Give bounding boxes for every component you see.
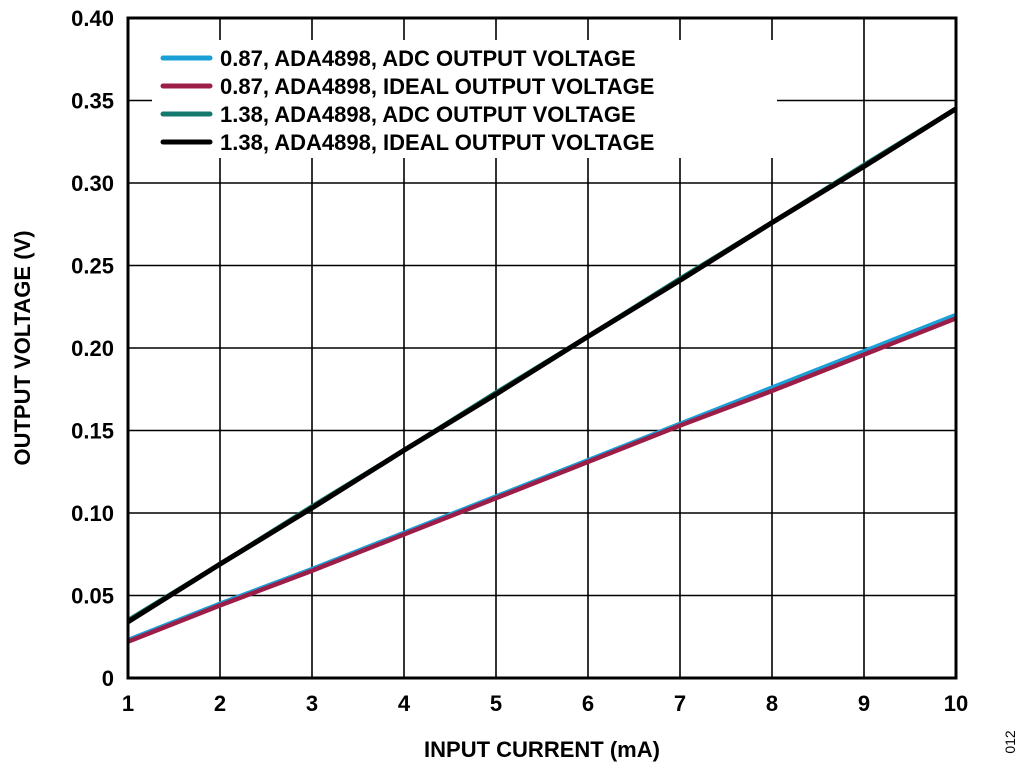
x-tick-label: 5 xyxy=(490,691,502,716)
y-tick-label: 0.15 xyxy=(71,419,114,444)
y-tick-label: 0.05 xyxy=(71,584,114,609)
series-line xyxy=(126,106,958,625)
x-tick-label: 7 xyxy=(674,691,686,716)
x-tick-label: 8 xyxy=(766,691,778,716)
legend-label: 0.87, ADA4898, IDEAL OUTPUT VOLTAGE xyxy=(220,74,654,99)
y-tick-labels: 0 0.05 0.10 0.15 0.20 0.25 0.30 0.35 0.40 xyxy=(71,6,114,691)
series-line xyxy=(127,316,957,644)
legend-label: 0.87, ADA4898, ADC OUTPUT VOLTAGE xyxy=(220,46,636,71)
series-lines xyxy=(126,106,958,644)
legend-label: 1.38, ADA4898, ADC OUTPUT VOLTAGE xyxy=(220,102,636,127)
y-tick-label: 0 xyxy=(102,666,114,691)
x-tick-label: 3 xyxy=(306,691,318,716)
plot-frame xyxy=(126,16,958,680)
y-tick-label: 0.35 xyxy=(71,89,114,114)
y-tick-label: 0.25 xyxy=(71,254,114,279)
legend-background xyxy=(152,40,777,158)
x-tick-label: 1 xyxy=(122,691,134,716)
x-tick-labels: 1 2 3 4 5 6 7 8 9 10 xyxy=(122,691,968,716)
y-axis-title: OUTPUT VOLTAGE (V) xyxy=(10,230,35,465)
y-tick-label: 0.20 xyxy=(71,336,114,361)
x-tick-label: 2 xyxy=(214,691,226,716)
x-tick-label: 10 xyxy=(944,691,968,716)
y-tick-label: 0.10 xyxy=(71,501,114,526)
legend-label: 1.38, ADA4898, IDEAL OUTPUT VOLTAGE xyxy=(220,130,654,155)
figure-id: 012 xyxy=(1002,730,1018,754)
x-tick-label: 6 xyxy=(582,691,594,716)
legend: 0.87, ADA4898, ADC OUTPUT VOLTAGE 0.87, A… xyxy=(152,40,777,158)
x-tick-label: 9 xyxy=(858,691,870,716)
x-tick-label: 4 xyxy=(398,691,411,716)
y-tick-label: 0.40 xyxy=(71,6,114,31)
y-tick-label: 0.30 xyxy=(71,171,114,196)
x-axis-title: INPUT CURRENT (mA) xyxy=(424,737,660,762)
